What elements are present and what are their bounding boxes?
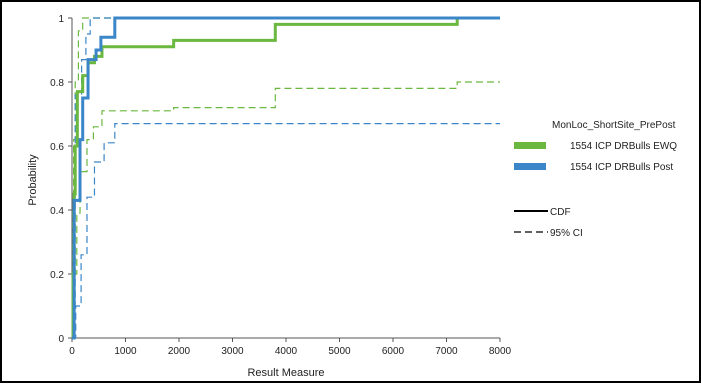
x-tick-label: 0 [69,346,75,357]
cdf-line-post [72,16,500,340]
y-tick-label: 0.6 [50,142,64,153]
x-tick-label: 5000 [328,346,351,357]
ci-lower-line-post [72,123,500,339]
legend-label-ci: 95% CI [550,228,583,239]
x-tick-label: 8000 [489,346,512,357]
cdf-line-ewq [71,16,500,340]
ci-upper-line-post [72,17,500,339]
y-tick-label: 1 [58,14,64,25]
y-tick-label: 0.8 [50,78,64,89]
x-tick-label: 7000 [435,346,458,357]
x-tick-label: 4000 [275,346,298,357]
y-tick-label: 0.2 [50,270,64,281]
y-axis-label: Probability [27,154,39,206]
ci-lower-line-ewq [72,81,500,339]
legend: MonLoc_ShortSite_PrePost 1554 ICP DRBull… [514,120,677,239]
axes: 0 1000 2000 3000 4000 5000 6000 7000 8000 0 0.2 0.4… [50,14,511,357]
x-axis-label: Result Measure [247,367,324,379]
legend-swatch-post [514,163,546,170]
x-tick-label: 6000 [382,346,405,357]
legend-label-ewq: 1554 ICP DRBulls EWQ [570,141,677,152]
y-tick-label: 0 [58,334,64,345]
y-tick-label: 0.4 [50,206,64,217]
plot-area [71,16,500,340]
ci-upper-line-ewq [72,17,500,339]
legend-title: MonLoc_ShortSite_PrePost [552,120,676,131]
legend-label-cdf: CDF [550,207,571,218]
x-tick-label: 2000 [168,346,191,357]
legend-swatch-ewq [514,142,546,149]
x-tick-label: 1000 [114,346,137,357]
cdf-chart: 0 1000 2000 3000 4000 5000 6000 7000 8000 0 0.2 0.4… [27,14,677,379]
x-tick-label: 3000 [221,346,244,357]
legend-label-post: 1554 ICP DRBulls Post [570,162,673,173]
